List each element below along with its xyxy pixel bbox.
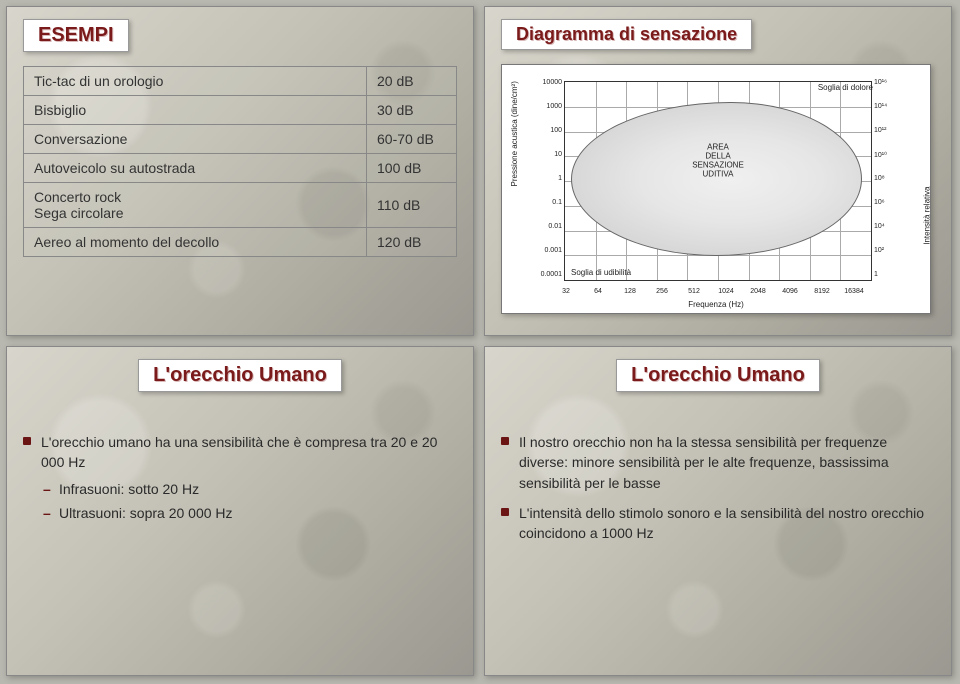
panel-title: ESEMPI	[23, 19, 129, 52]
ytick: 10000	[514, 79, 562, 86]
ytick: 1	[874, 271, 920, 278]
cell: 100 dB	[367, 154, 457, 183]
sensation-chart: Pressione acustica (dine/cm²) Intensità …	[501, 64, 931, 314]
ytick: 0.01	[514, 223, 562, 230]
table-row: Aereo al momento del decollo120 dB	[24, 228, 457, 257]
sub-list: Infrasuoni: sotto 20 Hz Ultrasuoni: sopr…	[41, 479, 457, 524]
ytick: 10¹⁰	[874, 151, 920, 159]
bullet-list: L'orecchio umano ha una sensibilità che …	[23, 432, 457, 523]
cell: Tic-tac di un orologio	[24, 67, 367, 96]
panel-title: L'orecchio Umano	[138, 359, 342, 392]
sound-table: Tic-tac di un orologio20 dB Bisbiglio30 …	[23, 66, 457, 257]
y-axis-right-label: Intensità relativa	[922, 187, 931, 245]
list-item: Infrasuoni: sotto 20 Hz	[41, 479, 457, 499]
cell: 120 dB	[367, 228, 457, 257]
table-row: Conversazione60-70 dB	[24, 125, 457, 154]
panel-title: Diagramma di sensazione	[501, 19, 752, 50]
xtick: 64	[594, 288, 602, 295]
table-row: Bisbiglio30 dB	[24, 96, 457, 125]
panel-diagramma: Diagramma di sensazione Pressione acusti…	[484, 6, 952, 336]
cell: Aereo al momento del decollo	[24, 228, 367, 257]
ytick: 100	[514, 127, 562, 134]
xtick: 128	[624, 288, 636, 295]
ytick: 10⁶	[874, 199, 920, 206]
ytick: 10⁸	[874, 175, 920, 182]
ytick: 0.1	[514, 199, 562, 206]
lower-threshold-label: Soglia di udibilità	[571, 269, 631, 278]
ytick: 10¹²	[874, 127, 920, 134]
list-item: L'orecchio umano ha una sensibilità che …	[23, 432, 457, 523]
xtick: 1024	[718, 288, 734, 295]
x-axis-label: Frequenza (Hz)	[508, 300, 924, 309]
ytick: 0.0001	[514, 271, 562, 278]
ytick: 0.001	[514, 247, 562, 254]
cell: Conversazione	[24, 125, 367, 154]
ytick: 1000	[514, 103, 562, 110]
upper-threshold-label: Soglia di dolore	[818, 84, 873, 93]
list-item: Il nostro orecchio non ha la stessa sens…	[501, 432, 935, 493]
panel-title: L'orecchio Umano	[616, 359, 820, 392]
xtick: 256	[656, 288, 668, 295]
list-item: Ultrasuoni: sopra 20 000 Hz	[41, 503, 457, 523]
ytick: 10	[514, 151, 562, 158]
table-row: Autoveicolo su autostrada100 dB	[24, 154, 457, 183]
list-item: L'intensità dello stimolo sonoro e la se…	[501, 503, 935, 544]
center-label: AREA DELLA SENSAZIONE UDITIVA	[692, 144, 744, 179]
cell: Bisbiglio	[24, 96, 367, 125]
cell: 60-70 dB	[367, 125, 457, 154]
bullet-list: Il nostro orecchio non ha la stessa sens…	[501, 432, 935, 543]
cell: 30 dB	[367, 96, 457, 125]
hearing-area-shape	[571, 102, 862, 256]
table-row: Tic-tac di un orologio20 dB	[24, 67, 457, 96]
xtick: 4096	[782, 288, 798, 295]
ytick: 1	[514, 175, 562, 182]
ytick: 10¹⁶	[874, 79, 920, 86]
panel-orecchio-right: L'orecchio Umano Il nostro orecchio non …	[484, 346, 952, 676]
xtick: 32	[562, 288, 570, 295]
bullet-text: L'orecchio umano ha una sensibilità che …	[41, 434, 437, 470]
cell: Concerto rock Sega circolare	[24, 183, 367, 228]
ytick: 10¹⁴	[874, 103, 920, 110]
xtick: 512	[688, 288, 700, 295]
cell: Autoveicolo su autostrada	[24, 154, 367, 183]
ytick: 10²	[874, 247, 920, 254]
plot-area: AREA DELLA SENSAZIONE UDITIVA Soglia di …	[564, 81, 872, 281]
table-row: Concerto rock Sega circolare110 dB	[24, 183, 457, 228]
cell: 110 dB	[367, 183, 457, 228]
xtick: 16384	[844, 288, 863, 295]
cell: 20 dB	[367, 67, 457, 96]
panel-orecchio-left: L'orecchio Umano L'orecchio umano ha una…	[6, 346, 474, 676]
xtick: 8192	[814, 288, 830, 295]
panel-esempi: ESEMPI Tic-tac di un orologio20 dB Bisbi…	[6, 6, 474, 336]
xtick: 2048	[750, 288, 766, 295]
ytick: 10⁴	[874, 223, 920, 230]
